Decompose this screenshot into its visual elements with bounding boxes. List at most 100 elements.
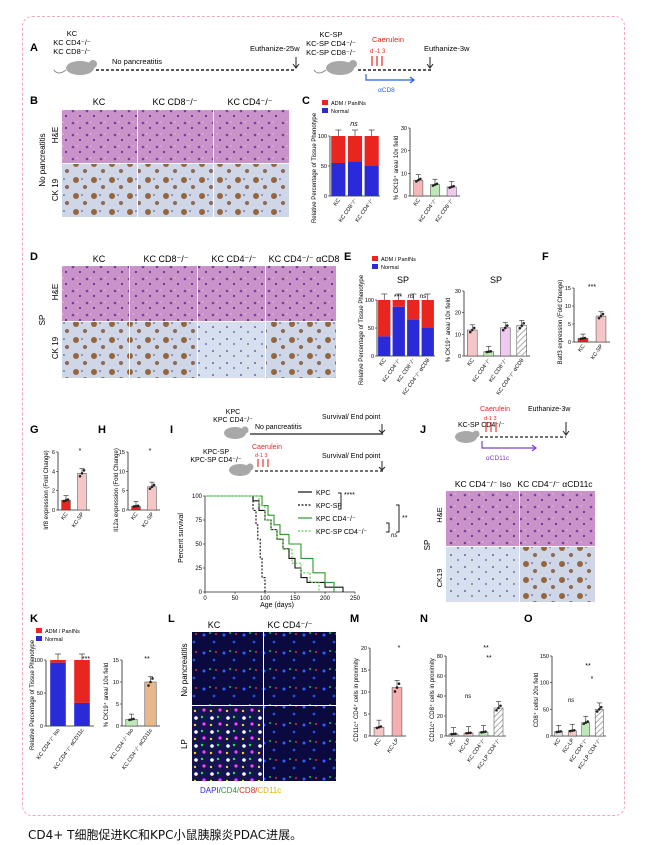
x-tick-label: KC-LP [386,737,400,754]
legend-label: ADM / PanINs [381,257,416,263]
data-point [66,498,70,501]
y-axis-label: Batf3 expression (Fold Change) [558,280,564,365]
y-tick-label: 25 [195,566,202,572]
legend-label: KPC CD4⁻/⁻ [316,516,356,523]
x-tick-label: KC-SP [71,511,86,528]
bar-segment [331,136,346,163]
bar-segment [74,702,90,726]
row-label: CK 19 [51,178,60,201]
y-axis-label: % CK19⁺ area/ 10x field [103,663,110,728]
panel-letter: H [98,424,106,436]
panel-a: A KC KC CD4⁻/⁻ KC CD8⁻/⁻ No pancreatitis… [30,29,470,94]
column-label: KC CD4⁻/⁻ [267,620,312,630]
y-tick-label: 50 [368,326,374,332]
x-tick-label: 0 [203,596,207,602]
significance-label: ns [568,698,574,704]
data-point [489,350,493,353]
ck19-micrograph [446,547,519,602]
days-label: d -1 3 [370,49,386,55]
group-label: KC CD4⁻/⁻ [53,38,91,47]
data-point [78,474,82,478]
chart-title: SP [397,275,409,285]
injection-arrows-icon [485,422,497,432]
ck19-micrograph [214,164,289,217]
data-point [597,316,601,320]
x-tick-label: 200 [320,596,331,602]
data-point [599,314,603,318]
data-point [579,337,583,340]
panel-letter: D [30,251,38,263]
data-point [559,730,563,733]
y-tick-label: 0 [324,194,327,200]
panel-letter: J [420,424,426,436]
bar [493,707,504,737]
x-tick-label: KC-SP [590,343,605,360]
bar-segment [347,161,363,196]
bar-segment [392,306,405,356]
days-label: d-1 3 [255,453,268,459]
data-point [482,730,485,734]
y-tick-label: 15 [565,286,571,292]
data-point [375,726,379,730]
x-tick-label: KC [553,738,562,748]
y-tick-label: 20 [401,149,407,155]
legend-swatch [36,636,42,641]
bar-segment [347,136,363,162]
data-point [397,682,401,686]
y-axis-label: Il12a expression (Fold Change) [114,448,120,532]
he-micrograph [446,491,519,546]
data-point [454,732,457,736]
panel-letter: C [302,95,310,107]
significance-label: * [149,448,152,455]
row-label: H&E [51,127,60,143]
bar-segment [407,319,420,356]
data-point [581,337,585,340]
x-tick-label: KC [379,358,388,368]
row-group-label: SP [38,315,47,326]
bar-segment [378,300,391,337]
panel-letter: E [344,251,351,263]
bar [147,486,157,511]
group-label: KPC [226,409,240,416]
if-micrograph [264,632,336,705]
y-tick-label: 80 [437,654,443,660]
x-tick-label: KC-SP [141,511,156,528]
y-tick-label: 20 [437,714,443,720]
y-tick-label: 5 [568,322,571,328]
bar [144,681,157,727]
data-point [134,504,138,508]
data-point [599,705,603,709]
data-point [469,731,472,735]
y-tick-label: 0 [546,734,549,740]
ck19-micrograph [138,164,213,217]
row-label: LP [180,739,189,749]
data-point [522,321,526,325]
y-tick-label: 5 [122,489,125,495]
y-tick-label: 50 [543,707,549,713]
y-tick-label: 15 [361,668,367,674]
group-label: KC CD8⁻/⁻ [53,47,91,56]
chart-title: SP [490,275,502,285]
legend-label: ADM / PanINs [45,629,80,635]
data-point [499,704,502,708]
mouse-icon [224,426,249,439]
y-tick-label: 0 [122,508,125,514]
data-point [80,471,84,475]
bar-segment [407,300,420,320]
x-tick-label: KC-LP [458,737,472,754]
caerulein-label: Caerulein [480,406,510,413]
bar-segment [50,662,66,726]
survival-curve [205,495,266,592]
x-axis-label: Age (days) [260,602,294,609]
y-axis-label: CD11c⁺ CD8⁺ cells in proximity [429,658,436,742]
y-tick-label: 0 [199,590,203,596]
column-label: KC CD4⁻/⁻ αCD11c [517,479,593,489]
data-point [584,721,588,724]
treatment-label: αCD11c [486,455,510,462]
y-tick-label: 150 [540,654,549,660]
ck19-micrograph [198,322,265,378]
